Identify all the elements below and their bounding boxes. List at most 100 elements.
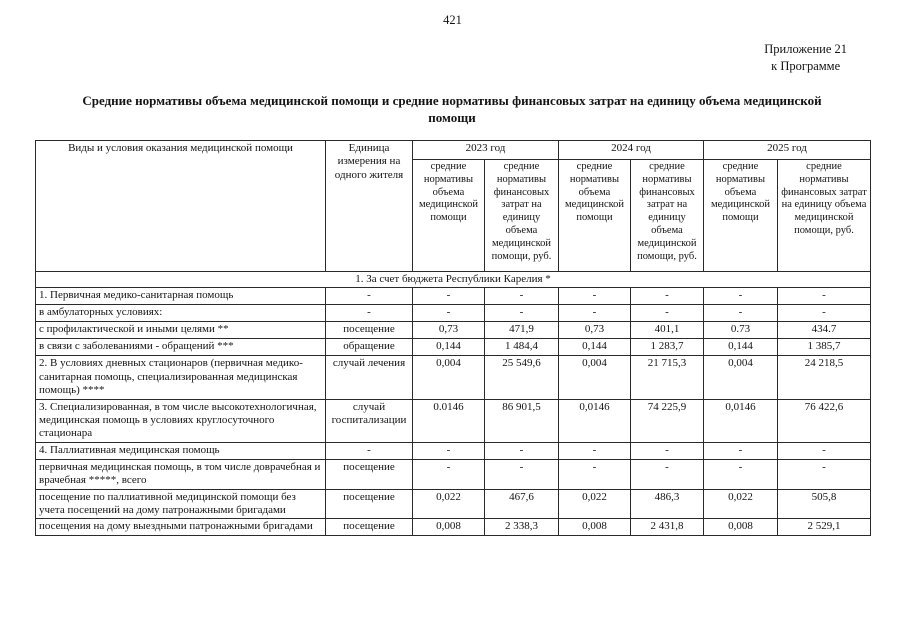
value-cell: 0,022 [412,488,485,520]
unit-cell: - [325,304,413,323]
value-cell: 86 901,5 [484,398,559,443]
value-cell: 24 218,5 [777,355,871,400]
value-cell: 401,1 [630,321,704,340]
unit-cell: посещение [325,518,413,537]
col-header-year-2025: 2025 год [703,140,871,160]
header-row-subcolumns: средние нормативы объема медицинской пом… [36,159,871,272]
section-title: 1. За счет бюджета Республики Карелия * [35,270,871,289]
value-cell: - [630,304,704,323]
col-header-2023-finance: средние нормативы финансовых затрат на е… [484,159,559,272]
row-label: в связи с заболеваниями - обращений *** [35,338,326,357]
value-cell: 0,004 [558,355,631,400]
unit-cell: - [325,441,413,460]
value-cell: 0,73 [412,321,485,340]
value-cell: - [484,287,559,306]
table-row: с профилактической и иными целями ** пос… [35,321,871,340]
document-title: Средние нормативы объема медицинской пом… [82,93,822,125]
col-header-year-2023: 2023 год [412,140,559,160]
value-cell: 0,144 [703,338,778,357]
value-cell: 0,008 [703,518,778,537]
value-cell: - [703,304,778,323]
value-cell: 1 484,4 [484,338,559,357]
value-cell: - [558,304,631,323]
value-cell: 2 529,1 [777,518,871,537]
value-cell: 467,6 [484,488,559,520]
value-cell: 21 715,3 [630,355,704,400]
value-cell: 0,73 [558,321,631,340]
table-row: посещение по паллиативной медицинской по… [35,488,871,520]
col-header-2024-finance: средние нормативы финансовых затрат на е… [630,159,704,272]
row-label: 4. Паллиативная медицинская помощь [35,441,326,460]
value-cell: - [484,458,559,490]
value-cell: - [412,458,485,490]
value-cell: - [630,441,704,460]
value-cell: 0,004 [412,355,485,400]
annex-line-1: Приложение 21 [764,42,847,56]
value-cell: - [777,441,871,460]
value-cell: - [412,287,485,306]
annex-reference: Приложение 21 к Программе [764,41,847,75]
value-cell: 0.73 [703,321,778,340]
col-header-year-2024: 2024 год [558,140,704,160]
row-label: в амбулаторных условиях: [35,304,326,323]
value-cell: 0,004 [703,355,778,400]
col-header-2023-volume: средние нормативы объема медицинской пом… [412,159,485,272]
value-cell: 0,008 [558,518,631,537]
value-cell: 76 422,6 [777,398,871,443]
value-cell: 486,3 [630,488,704,520]
col-header-kinds: Виды и условия оказания медицинской помо… [35,140,326,272]
value-cell: 0.0146 [412,398,485,443]
value-cell: - [777,287,871,306]
value-cell: - [558,287,631,306]
unit-cell: посещение [325,321,413,340]
table-row: 3. Специализированная, в том числе высок… [35,398,871,443]
col-header-unit: Единица измерения на одного жителя [325,140,413,272]
unit-cell: случай госпитализации [325,398,413,443]
row-label: посещения на дому выездными патронажными… [35,518,326,537]
table-row: в амбулаторных условиях: - - - - - - - [35,304,871,323]
section-row: 1. За счет бюджета Республики Карелия * [35,270,871,289]
unit-cell: посещение [325,488,413,520]
value-cell: - [412,441,485,460]
value-cell: 505,8 [777,488,871,520]
col-header-2025-volume: средние нормативы объема медицинской пом… [703,159,778,272]
value-cell: 434.7 [777,321,871,340]
value-cell: 2 338,3 [484,518,559,537]
value-cell: - [558,458,631,490]
value-cell: - [703,287,778,306]
value-cell: 0,0146 [558,398,631,443]
value-cell: - [630,458,704,490]
value-cell: 1 385,7 [777,338,871,357]
row-label: 2. В условиях дневных стационаров (перви… [35,355,326,400]
table-row: первичная медицинская помощь, в том числ… [35,458,871,490]
value-cell: - [484,304,559,323]
table-row: 2. В условиях дневных стационаров (перви… [35,355,871,400]
value-cell: - [558,441,631,460]
value-cell: 2 431,8 [630,518,704,537]
value-cell: - [412,304,485,323]
unit-cell: посещение [325,458,413,490]
page-number: 421 [443,13,462,27]
value-cell: 1 283,7 [630,338,704,357]
col-header-2024-volume: средние нормативы объема медицинской пом… [558,159,631,272]
table-row: в связи с заболеваниями - обращений *** … [35,338,871,357]
value-cell: 0,022 [558,488,631,520]
row-label: 3. Специализированная, в том числе высок… [35,398,326,443]
row-label: первичная медицинская помощь, в том числ… [35,458,326,490]
table-row: посещения на дому выездными патронажными… [35,518,871,537]
value-cell: 471,9 [484,321,559,340]
standards-table: Виды и условия оказания медицинской помо… [35,140,871,537]
value-cell: 0,144 [558,338,631,357]
unit-cell: обращение [325,338,413,357]
row-label: с профилактической и иными целями ** [35,321,326,340]
col-header-2025-finance: средние нормативы финансовых затрат на е… [777,159,871,272]
unit-cell: - [325,287,413,306]
header-row-years: Виды и условия оказания медицинской помо… [35,140,871,272]
table-row: 1. Первичная медико-санитарная помощь - … [35,287,871,306]
value-cell: 0,0146 [703,398,778,443]
row-label: 1. Первичная медико-санитарная помощь [35,287,326,306]
value-cell: - [484,441,559,460]
value-cell: 25 549,6 [484,355,559,400]
unit-cell: случай лечения [325,355,413,400]
